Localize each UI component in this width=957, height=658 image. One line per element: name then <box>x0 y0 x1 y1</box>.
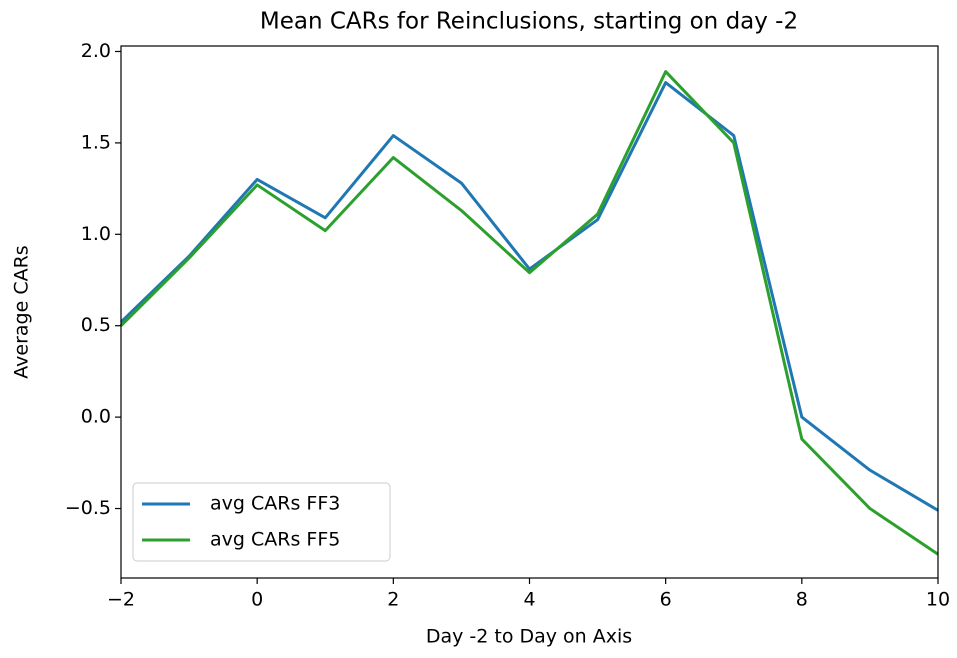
legend-label: avg CARs FF3 <box>210 493 340 515</box>
y-tick-label: 0.0 <box>81 406 111 428</box>
x-tick-label: 8 <box>796 589 808 611</box>
legend: avg CARs FF3 avg CARs FF5 <box>132 482 391 562</box>
y-tick-label: 1.0 <box>81 223 111 245</box>
series-line <box>119 81 939 512</box>
legend-box <box>132 482 391 562</box>
x-tick-label: 6 <box>660 589 672 611</box>
x-tick-label: −2 <box>107 589 135 611</box>
y-tick-label: −0.5 <box>65 497 111 519</box>
x-tick-label: 2 <box>387 589 399 611</box>
plot-frame <box>120 45 939 579</box>
x-axis-label: Day -2 to Day on Axis <box>426 626 632 648</box>
y-tick-label: 1.5 <box>81 131 111 153</box>
x-tick-label: 0 <box>251 589 263 611</box>
y-axis-label: Average CARs <box>11 245 33 378</box>
x-tick-label: 4 <box>523 589 535 611</box>
y-tick-label: 2.0 <box>81 40 111 62</box>
legend-label: avg CARs FF5 <box>210 529 340 551</box>
series-line <box>119 70 939 556</box>
chart-title: Mean CARs for Reinclusions, starting on … <box>260 9 798 35</box>
y-tick-label: 0.5 <box>81 314 111 336</box>
x-tick-label: 10 <box>926 589 950 611</box>
